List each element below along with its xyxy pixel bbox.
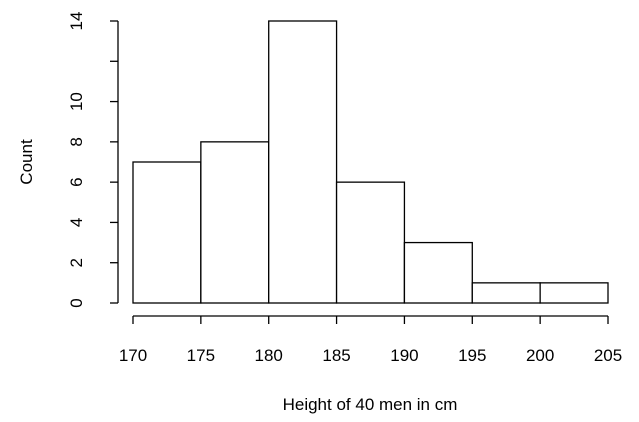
x-axis-label: Height of 40 men in cm xyxy=(283,395,458,414)
y-tick-label: 2 xyxy=(67,258,86,267)
histogram-bar xyxy=(403,241,473,304)
x-tick-label: 185 xyxy=(322,346,350,365)
y-tick-label: 6 xyxy=(67,177,86,186)
histogram-bar xyxy=(539,282,609,304)
x-tick-label: 170 xyxy=(119,346,147,365)
histogram-bar xyxy=(200,141,270,304)
y-tick-label: 4 xyxy=(67,218,86,227)
y-tick-label: 0 xyxy=(67,298,86,307)
histogram-bar xyxy=(471,282,541,304)
x-tick-label: 200 xyxy=(526,346,554,365)
y-tick-label: 14 xyxy=(67,12,86,31)
bars-group xyxy=(132,20,609,304)
y-tick-label: 8 xyxy=(67,137,86,146)
histogram-bar xyxy=(132,161,202,304)
x-tick-label: 195 xyxy=(458,346,486,365)
histogram-bar xyxy=(268,20,338,304)
y-axis: 0 2 4 6 8 10 14 xyxy=(67,12,119,308)
x-tick-label: 175 xyxy=(187,346,215,365)
histogram-bar xyxy=(335,181,406,304)
x-tick-label: 190 xyxy=(390,346,418,365)
x-axis: 170 175 180 185 190 195 200 205 xyxy=(119,315,622,365)
y-axis-label: Count xyxy=(17,139,36,185)
y-tick-label: 10 xyxy=(67,92,86,111)
x-tick-label: 205 xyxy=(594,346,622,365)
x-tick-label: 180 xyxy=(255,346,283,365)
